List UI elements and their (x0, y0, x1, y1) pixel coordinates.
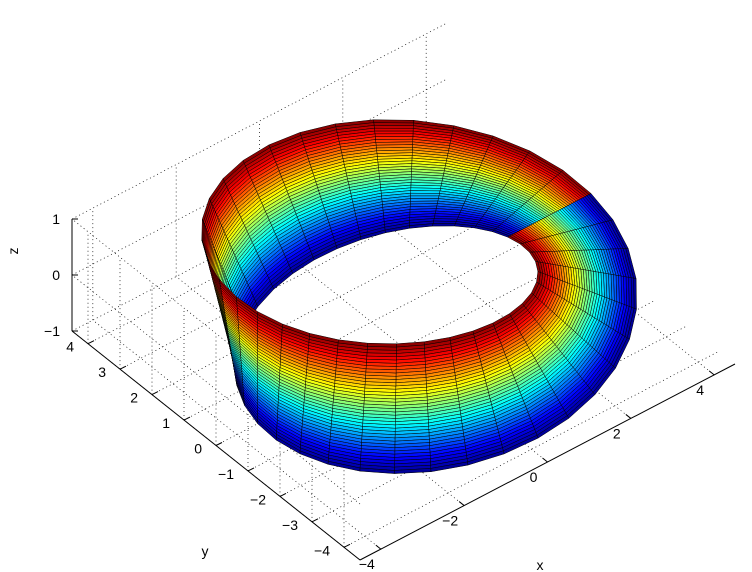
y-tick-label: 3 (98, 364, 106, 380)
tick-labels: −4 −2 0 2 4 −4 −3 −2 −1 0 1 2 3 4 −1 0 1 (44, 211, 715, 572)
x-tick-label: 0 (530, 469, 538, 485)
y-floor-gridline (215, 249, 592, 446)
y-tick-label: −4 (314, 542, 330, 558)
y-tick-label: −3 (282, 517, 298, 533)
surface (201, 119, 637, 474)
surface-patch (374, 130, 414, 135)
z-tick-label: −1 (44, 323, 60, 339)
z-axis-label: z (5, 248, 21, 255)
y-tick-label: 4 (66, 339, 74, 355)
surface-patch (367, 342, 397, 348)
surface-patch (374, 127, 414, 132)
z-wall-gridline (71, 78, 448, 276)
y-floor-gridline (183, 223, 560, 421)
x-tick-label: −4 (359, 556, 375, 572)
surface-patch (410, 195, 440, 199)
y-tick-label: 1 (162, 415, 170, 431)
surface-patch (432, 223, 456, 227)
y-tick-label: −2 (250, 491, 266, 507)
surface-patch (374, 133, 414, 137)
z-wall-gridline (71, 22, 448, 220)
surface-patch (432, 220, 457, 224)
y-tick-label: −1 (218, 466, 234, 482)
x-tick-label: 2 (613, 425, 621, 441)
y-floor-gridline (151, 198, 528, 395)
surface-patch (430, 461, 469, 472)
y-floor-gridline (311, 325, 688, 523)
z-tick-label: 0 (52, 267, 60, 283)
surface-patch (410, 190, 441, 194)
z-tick-label: 1 (52, 211, 60, 227)
y-floor-gridline (343, 350, 720, 548)
y-axis-label: y (202, 543, 209, 559)
y-tick-label: 2 (130, 390, 138, 406)
x-tick-label: −2 (442, 513, 458, 529)
x-axis-label: x (537, 557, 544, 572)
surface-patch (373, 125, 414, 129)
y-tick-label: 0 (194, 441, 202, 457)
surface-patch (410, 192, 440, 197)
x-tick-label: 4 (696, 382, 704, 398)
